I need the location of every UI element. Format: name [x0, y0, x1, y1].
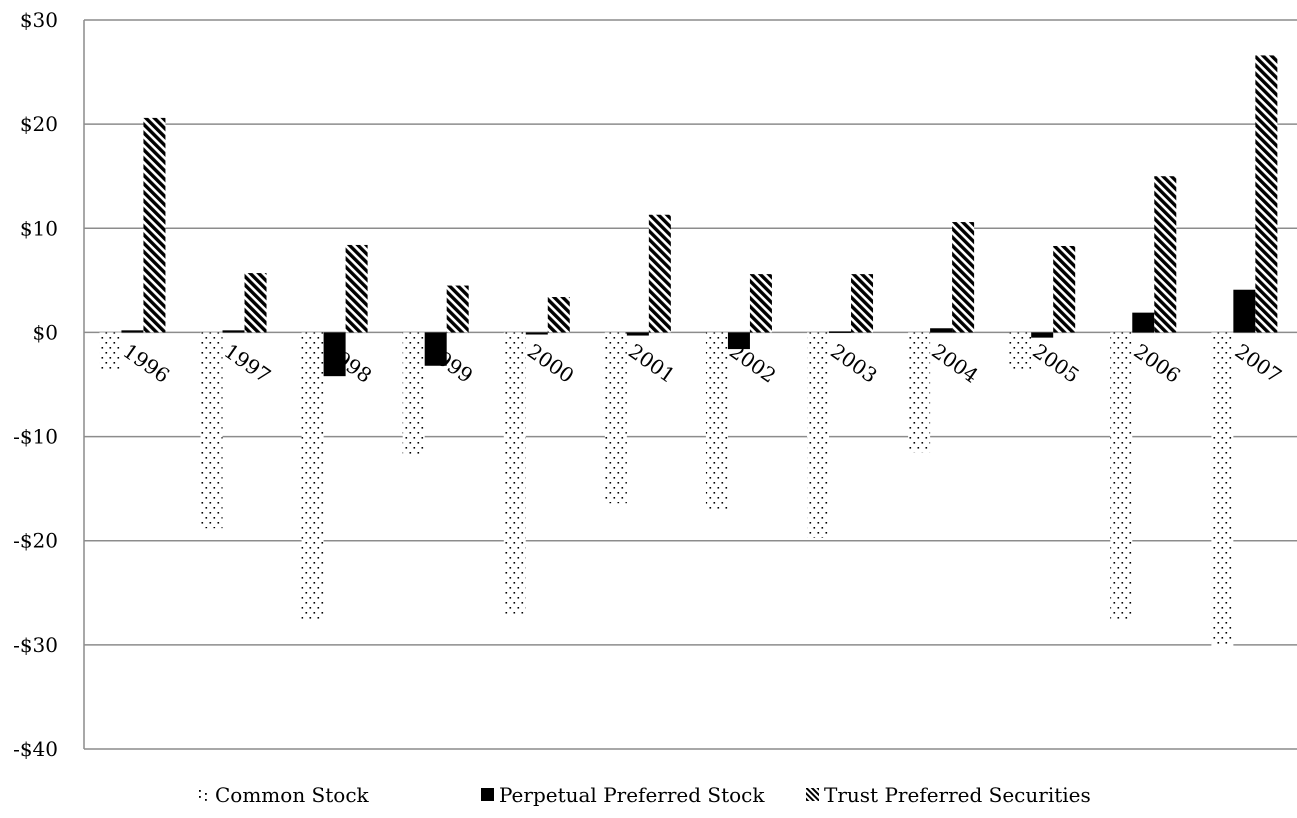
legend: Common Stock Perpetual Preferred Stock Tru… [199, 783, 1091, 807]
category-label: 2000 [523, 339, 578, 388]
bar-common-stock-1998 [301, 332, 324, 621]
category-label: 2003 [826, 339, 881, 388]
legend-label: Perpetual Preferred Stock [499, 783, 765, 807]
category-label: 2001 [624, 339, 679, 388]
bar-perpetual-preferred-stock-2004 [930, 328, 953, 333]
gridlines [84, 19, 1297, 750]
bar-common-stock-2001 [604, 332, 627, 504]
category-label: 2002 [725, 339, 780, 388]
legend-swatch [199, 790, 207, 801]
bar-common-stock-1999 [402, 332, 425, 456]
bar-trust-preferred-securities-2000 [547, 297, 570, 333]
category-label: 1997 [220, 339, 275, 388]
legend-swatch [481, 788, 494, 801]
bar-common-stock-2004 [908, 332, 931, 453]
y-tick-label: -$30 [13, 633, 58, 657]
bar-trust-preferred-securities-2005 [1053, 245, 1076, 333]
bar-trust-preferred-securities-2003 [851, 274, 874, 333]
bar-common-stock-2007 [1211, 332, 1234, 647]
bar-trust-preferred-securities-2007 [1255, 55, 1278, 333]
bar-trust-preferred-securities-2004 [952, 222, 975, 333]
bar-perpetual-preferred-stock-2007 [1233, 289, 1256, 333]
bar-common-stock-2005 [1009, 332, 1032, 373]
bar-trust-preferred-securities-1997 [244, 273, 267, 333]
legend-label: Common Stock [215, 783, 370, 807]
y-tick-label: -$10 [13, 425, 58, 449]
category-label: 2004 [927, 339, 982, 388]
category-label: 2005 [1028, 339, 1083, 388]
category-label: 1996 [119, 339, 174, 388]
bar-perpetual-preferred-stock-1998 [323, 332, 346, 377]
bar-perpetual-preferred-stock-2002 [727, 332, 750, 350]
category-label: 2007 [1231, 339, 1286, 388]
y-tick-label: -$40 [13, 737, 58, 761]
legend-label: Trust Preferred Securities [824, 783, 1091, 807]
bar-perpetual-preferred-stock-2003 [829, 331, 852, 333]
legend-item-common-stock: Common Stock [199, 783, 370, 807]
bar-trust-preferred-securities-2006 [1154, 176, 1177, 333]
bar-trust-preferred-securities-1999 [446, 285, 469, 333]
bar-perpetual-preferred-stock-2001 [626, 332, 649, 336]
bar-common-stock-1996 [99, 332, 122, 371]
bar-common-stock-2002 [705, 332, 728, 512]
category-label: 1998 [321, 339, 376, 388]
category-label: 2006 [1130, 339, 1185, 388]
bar-perpetual-preferred-stock-2000 [525, 332, 548, 335]
bar-common-stock-2006 [1110, 332, 1133, 621]
legend-item-perpetual-preferred-stock: Perpetual Preferred Stock [481, 783, 765, 807]
y-tick-label: -$20 [13, 529, 58, 553]
bar-common-stock-1997 [200, 332, 223, 529]
y-tick-label: $30 [20, 8, 58, 32]
bar-perpetual-preferred-stock-1996 [121, 330, 144, 333]
bar-perpetual-preferred-stock-2005 [1031, 332, 1054, 338]
bars [99, 55, 1278, 647]
bar-trust-preferred-securities-2002 [749, 274, 772, 333]
bar-trust-preferred-securities-1998 [345, 244, 368, 333]
y-axis: $30 $20 $10 $0 -$10 -$20 -$30 -$40 [13, 8, 85, 761]
y-tick-label: $20 [20, 112, 58, 136]
bar-perpetual-preferred-stock-2006 [1132, 312, 1155, 333]
bar-trust-preferred-securities-1996 [143, 117, 166, 333]
bar-common-stock-2000 [503, 332, 526, 614]
bar-common-stock-2003 [807, 332, 830, 538]
category-label: 1999 [422, 339, 477, 388]
y-tick-label: $10 [20, 216, 58, 240]
legend-item-trust-preferred-securities: Trust Preferred Securities [806, 783, 1091, 807]
bar-trust-preferred-securities-2001 [648, 214, 671, 333]
bar-perpetual-preferred-stock-1999 [424, 332, 447, 366]
legend-swatch [806, 788, 819, 801]
y-tick-label: $0 [33, 320, 58, 344]
bar-perpetual-preferred-stock-1997 [222, 330, 245, 333]
